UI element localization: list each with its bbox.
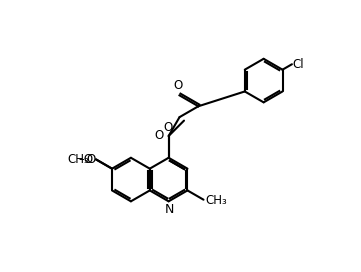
Text: CH₃: CH₃ [67,153,89,166]
Text: Cl: Cl [293,58,304,71]
Text: CH₃: CH₃ [205,194,227,207]
Text: N: N [165,203,174,215]
Text: –O: –O [79,153,94,166]
Text: O: O [154,129,164,143]
Text: O: O [86,153,95,166]
Text: O: O [174,79,183,92]
Text: O: O [163,121,173,134]
